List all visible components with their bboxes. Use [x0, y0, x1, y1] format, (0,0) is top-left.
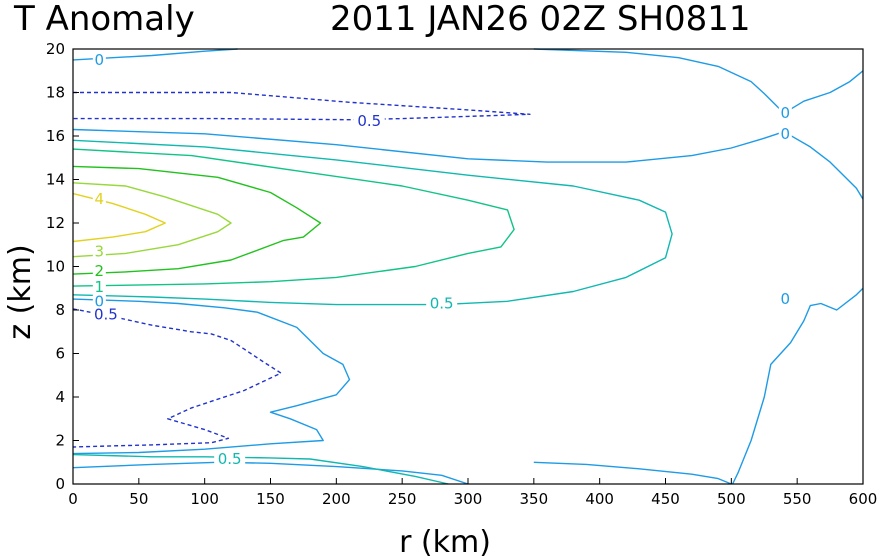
x-tick-label: 100: [190, 490, 219, 508]
contour-line-0.5-10: [72, 139, 673, 306]
contour-line-0-2: [72, 48, 238, 61]
y-tick-label: 12: [46, 214, 65, 232]
contour-label-bg: [214, 450, 246, 466]
contour-label: 0: [95, 51, 105, 69]
contour-line-0-5: [533, 48, 864, 114]
contour-label-bg: [92, 243, 106, 259]
x-tick-label: 150: [256, 490, 285, 508]
contour-lines: [72, 48, 864, 485]
contour-label-bg: [778, 125, 792, 141]
x-tick-label: 550: [783, 490, 812, 508]
contour-label: 1: [95, 278, 105, 296]
contour-label-bg: [92, 191, 106, 207]
x-tick-label: 400: [585, 490, 614, 508]
contour-line-0-6: [72, 298, 351, 455]
contour-label: 0: [781, 290, 791, 308]
x-tick-label: 350: [520, 490, 549, 508]
contour-label: 0: [95, 292, 105, 310]
contour-line-0-4: [783, 131, 864, 200]
contour-label-bg: [353, 112, 385, 128]
x-tick-label: 50: [129, 490, 148, 508]
contour-label-bg: [92, 279, 106, 295]
y-tick-label: 6: [55, 345, 65, 363]
x-axis-ticks: 0 50 100 150 200 250 300 350 400 450 500 550 600: [68, 478, 877, 508]
contour-line--0.5-0: [73, 91, 531, 121]
contour-label-bg: [778, 291, 792, 307]
x-tick-label: 450: [651, 490, 680, 508]
x-tick-label: 250: [388, 490, 417, 508]
x-tick-label: 500: [717, 490, 746, 508]
x-axis-label: r (km): [399, 525, 491, 558]
contour-label-bg: [90, 306, 122, 322]
contour-line-0-7: [72, 461, 469, 485]
y-tick-label: 20: [46, 40, 65, 58]
contour-label: 0.5: [218, 450, 242, 468]
contour-label-bg: [778, 105, 792, 121]
contour-line-0.5-11: [72, 453, 449, 485]
y-tick-label: 8: [55, 301, 65, 319]
contour-line-4-15: [72, 192, 166, 243]
contour-label-bg: [92, 51, 106, 67]
x-tick-label: 600: [849, 490, 878, 508]
contour-label: 4: [95, 190, 105, 208]
x-tick-label: 200: [322, 490, 351, 508]
contour-label: 0.5: [357, 112, 381, 130]
y-tick-label: 0: [55, 475, 65, 493]
y-axis-ticks: 0 2 4 6 8 10 12 14 16 18 20: [46, 40, 79, 493]
contour-label-bg: [92, 262, 106, 278]
contour-label: 0: [781, 104, 791, 122]
contour-label-bg: [92, 293, 106, 309]
contour-label: 2: [95, 262, 105, 280]
contour-label: 3: [95, 242, 105, 260]
contour-label-bg: [426, 295, 458, 311]
y-axis-label: z (km): [3, 244, 38, 339]
y-tick-label: 10: [46, 258, 65, 276]
y-tick-label: 18: [46, 84, 65, 102]
contour-line-2-13: [72, 165, 322, 275]
y-tick-label: 14: [46, 171, 65, 189]
y-tick-label: 2: [55, 432, 65, 450]
contour-label: 0.5: [94, 305, 118, 323]
chart-title-left: T Anomaly: [13, 0, 195, 39]
contour-line--0.5-1: [72, 308, 282, 448]
chart-title-right: 2011 JAN26 02Z SH0811: [330, 0, 751, 39]
contour-line-3-14: [72, 182, 232, 258]
contour-label: 0: [781, 125, 791, 143]
y-tick-label: 4: [55, 388, 65, 406]
contour-line-1-12: [72, 148, 515, 287]
x-tick-label: 0: [68, 490, 78, 508]
contour-line-0-8: [533, 461, 732, 485]
contour-line-0-9: [731, 287, 864, 485]
x-tick-label: 300: [454, 490, 483, 508]
contour-label: 0.5: [430, 294, 454, 312]
y-tick-label: 16: [46, 127, 65, 145]
contour-line-0-3: [72, 128, 785, 163]
